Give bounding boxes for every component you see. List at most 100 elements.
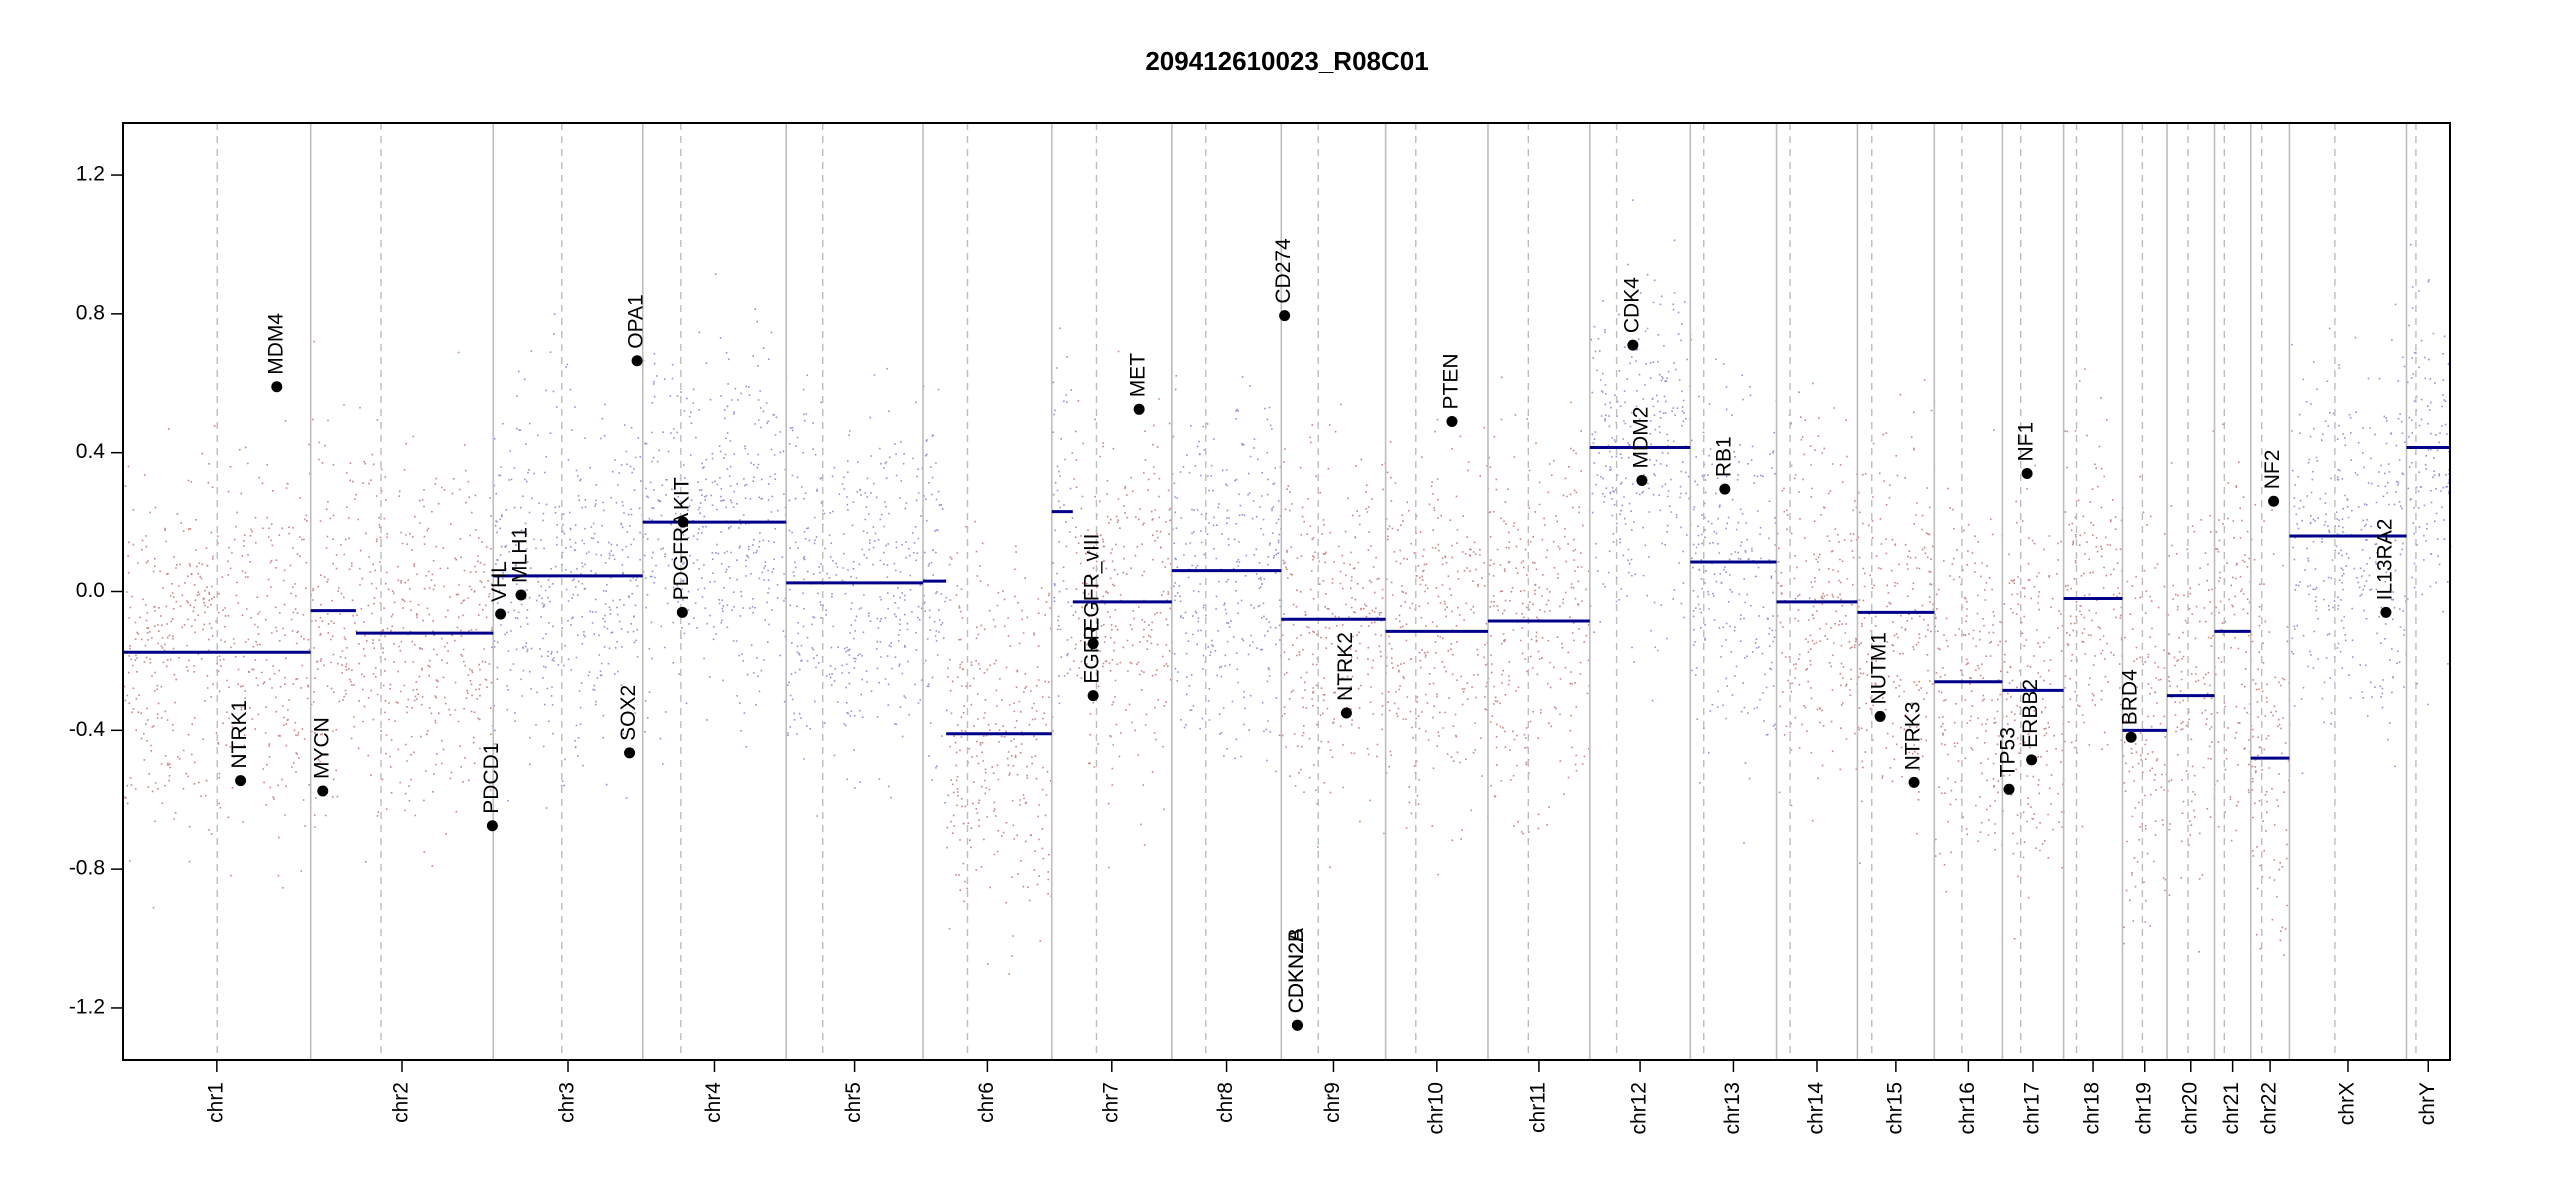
gene-label: NF2	[2261, 450, 2284, 490]
gene-marker	[317, 785, 329, 797]
x-tick-label: chr13	[1721, 1082, 1744, 1135]
gene-label: OPA1	[625, 294, 648, 348]
x-tick-label: chr2	[390, 1082, 413, 1123]
gene-label: EGFR_vIII	[1081, 534, 1104, 632]
y-tick-label: 1.2	[76, 163, 105, 186]
gene-label: BRD4	[2119, 669, 2142, 725]
y-axis: 1.2 0.8 0.4 0.0 -0.4 -0.8 -1.2	[69, 163, 123, 1018]
gene-marker	[631, 355, 643, 367]
x-tick-label: chr3	[556, 1082, 579, 1123]
gene-label: PDCD1	[480, 743, 503, 814]
x-tick-label: chr5	[842, 1082, 865, 1123]
gene-label: CDK4	[1620, 277, 1643, 333]
x-tick-label: chr11	[1526, 1082, 1549, 1133]
gene-label: VHL	[488, 561, 511, 602]
chart-title: 209412610023_R08C01	[1145, 46, 1428, 76]
y-tick-label: 0.4	[76, 440, 106, 463]
y-tick-label: -0.8	[69, 857, 105, 880]
y-tick-label: 0.8	[76, 301, 105, 324]
probe-point-cloud	[123, 420, 312, 909]
gene-label: NTRK1	[228, 700, 251, 769]
y-tick-label: -0.4	[69, 718, 106, 741]
x-tick-label: chrY	[2416, 1082, 2439, 1125]
gene-label: KIT	[671, 477, 694, 510]
gene-marker	[1340, 707, 1352, 719]
gene-label: MYCN	[310, 717, 333, 779]
gene-label: TP53	[1997, 727, 2020, 777]
x-tick-label: chr4	[702, 1082, 725, 1123]
gene-marker	[2003, 783, 2015, 795]
gene-label: NF1	[2015, 422, 2038, 462]
probe-point-cloud	[786, 367, 925, 817]
gene-label: IL13RA2	[2373, 519, 2396, 601]
gene-label: CDKN2A	[1285, 928, 1308, 1013]
gene-label: PTEN	[1440, 353, 1463, 409]
gene-marker	[2125, 731, 2137, 743]
gene-label: MET	[1127, 353, 1150, 398]
gene-marker	[2021, 468, 2033, 480]
x-tick-label: chr8	[1214, 1082, 1237, 1123]
x-tick-label: chr15	[1883, 1082, 1906, 1135]
gene-label: MDM2	[1629, 407, 1652, 469]
probe-point-cloud	[1052, 327, 1075, 732]
gene-marker	[677, 516, 689, 528]
x-tick-label: chr21	[2220, 1082, 2243, 1135]
probe-point-cloud	[1073, 350, 1174, 869]
probe-point-cloud	[1934, 429, 2004, 893]
x-tick-label: chr19	[2132, 1082, 2155, 1135]
x-tick-label: chr7	[1099, 1082, 1122, 1123]
probe-point-cloud	[310, 340, 358, 828]
gene-marker	[1291, 1019, 1303, 1031]
x-tick-label: chrX	[2336, 1082, 2359, 1125]
gene-label: CDKN2B	[1285, 928, 1308, 1013]
probe-point-cloud	[2251, 503, 2291, 956]
x-tick-label: chr1	[204, 1082, 227, 1123]
gene-label: NUTM1	[1868, 632, 1891, 704]
probe-point-cloud	[1488, 376, 1592, 835]
gene-label: NTRK3	[1902, 702, 1925, 771]
y-tick-label: -1.2	[69, 995, 105, 1018]
probe-point-cloud	[1857, 379, 1936, 864]
gene-label: ERBB2	[2019, 679, 2042, 748]
gene-marker	[486, 820, 498, 832]
x-axis: chr1 chr2 chr3 chr4 chr5 chr6 chr7 chr8 chr9 chr1…	[204, 1060, 2439, 1135]
gene-marker	[1627, 339, 1639, 351]
x-tick-label: chr20	[2178, 1082, 2201, 1135]
segment-lines	[123, 445, 2450, 760]
gene-marker	[624, 747, 636, 759]
gene-label: SOX2	[617, 685, 640, 741]
gene-marker	[1874, 710, 1886, 722]
probe-point-cloud	[2406, 243, 2452, 706]
probe-point-cloud	[1172, 375, 1283, 773]
x-tick-label: chr17	[2021, 1082, 2044, 1135]
gene-marker	[495, 608, 507, 620]
gene-marker	[235, 775, 247, 787]
probe-point-cloud	[356, 351, 494, 867]
x-tick-label: chr16	[1956, 1082, 1979, 1135]
probe-point-cloud	[923, 388, 948, 804]
gene-label: EGFR	[1081, 625, 1104, 683]
gene-marker	[1446, 415, 1458, 427]
gene-marker	[1279, 310, 1291, 322]
x-tick-label: chr6	[975, 1082, 998, 1123]
gene-marker	[1133, 403, 1145, 415]
gene-marker	[1719, 483, 1731, 495]
x-tick-label: chr9	[1321, 1082, 1344, 1123]
gene-label: PDGFRA	[670, 513, 693, 601]
gene-marker	[2268, 495, 2280, 507]
gene-marker	[2380, 606, 2392, 618]
gene-label: MDM4	[264, 313, 287, 375]
gene-label: MLH1	[509, 527, 532, 583]
x-tick-label: chr12	[1628, 1082, 1651, 1135]
gene-label: NTRK2	[1334, 632, 1357, 701]
x-tick-label: chr18	[2081, 1082, 2104, 1135]
gene-marker	[676, 606, 688, 618]
gene-marker	[1636, 474, 1648, 486]
gene-label: RB1	[1712, 436, 1735, 477]
gene-marker	[1908, 776, 1920, 788]
gene-marker	[1087, 690, 1099, 702]
gene-marker	[1087, 638, 1099, 650]
y-tick-label: 0.0	[76, 579, 105, 602]
x-tick-label: chr22	[2258, 1082, 2281, 1135]
